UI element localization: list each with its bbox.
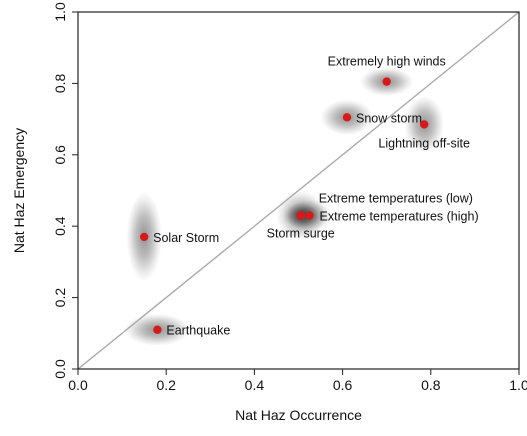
y-axis-label: Nat Haz Emergency — [11, 128, 27, 253]
point-label: Solar Storm — [153, 231, 219, 245]
x-tick-label: 0.6 — [333, 377, 353, 393]
y-tick-label: 0.8 — [52, 73, 68, 93]
x-tick-label: 0.8 — [421, 377, 441, 393]
axes-layer: 0.0 0.2 0.4 0.6 0.8 1.0 0.0 0.2 0.4 0.6 0.8 1.0 — [52, 2, 527, 393]
point-label: Lightning off-site — [378, 136, 470, 150]
data-point — [305, 211, 314, 220]
point-label: Snow storm — [356, 111, 422, 125]
data-point — [153, 325, 162, 334]
y-tick-label: 1.0 — [52, 2, 68, 22]
x-tick-label: 0.0 — [68, 377, 88, 393]
x-tick-label: 0.2 — [156, 377, 176, 393]
y-tick-label: 0.0 — [52, 359, 68, 379]
plot-frame — [77, 11, 520, 370]
x-axis-label: Nat Haz Occurrence — [235, 407, 362, 423]
point-label: Earthquake — [166, 324, 230, 338]
point-label: Extreme temperatures (low) — [319, 191, 473, 205]
point-label: Extremely high winds — [328, 55, 446, 69]
data-point — [419, 120, 429, 129]
y-tick-label: 0.2 — [52, 288, 68, 308]
diagonal-reference-line — [78, 12, 519, 369]
x-tick-label: 0.4 — [245, 377, 265, 393]
data-point — [296, 211, 305, 220]
data-point — [139, 232, 149, 242]
x-tick-label: 1.0 — [509, 377, 527, 393]
uncertainty-halos — [124, 67, 445, 346]
points-layer — [139, 77, 429, 334]
point-label: Storm surge — [267, 226, 335, 240]
data-point — [382, 77, 391, 86]
reference-line-layer — [78, 12, 519, 369]
data-point — [342, 113, 352, 122]
y-tick-label: 0.6 — [52, 145, 68, 165]
point-label: Extreme temperatures (high) — [320, 209, 479, 223]
y-tick-label: 0.4 — [52, 216, 68, 236]
point-labels-layer: Extremely high winds Snow storm Lightning … — [153, 55, 478, 338]
